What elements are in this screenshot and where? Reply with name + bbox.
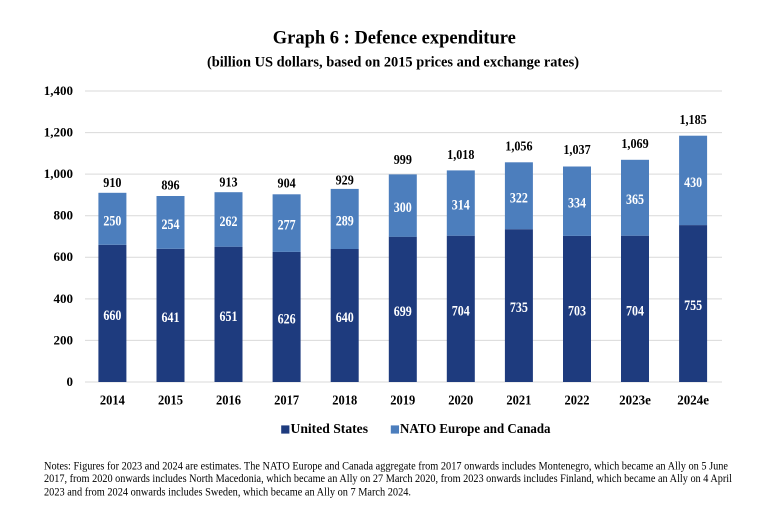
svg-text:2014: 2014 [100,394,125,409]
svg-text:2024e: 2024e [677,394,709,409]
svg-text:626: 626 [278,311,296,327]
svg-text:0: 0 [67,374,74,389]
svg-text:904: 904 [278,176,296,191]
svg-text:300: 300 [394,200,412,216]
svg-text:800: 800 [54,208,74,223]
svg-text:United States: United States [291,422,369,437]
svg-text:755: 755 [684,298,702,314]
svg-text:999: 999 [394,153,412,168]
svg-text:365: 365 [626,192,644,208]
svg-text:910: 910 [103,176,121,191]
svg-text:Notes: Figures for 2023 and 20: Notes: Figures for 2023 and 2024 are est… [44,460,728,472]
svg-text:1,069: 1,069 [621,137,648,152]
svg-text:2021: 2021 [506,394,531,409]
svg-text:200: 200 [54,332,74,347]
svg-text:660: 660 [103,308,121,324]
svg-text:1,000: 1,000 [44,166,73,181]
svg-text:703: 703 [568,303,586,319]
svg-text:322: 322 [510,190,528,206]
svg-text:262: 262 [220,214,238,230]
svg-text:641: 641 [162,310,180,326]
svg-text:277: 277 [278,218,296,234]
svg-text:704: 704 [626,303,644,319]
svg-text:250: 250 [103,213,121,229]
svg-text:896: 896 [161,179,179,194]
svg-text:2015: 2015 [158,394,183,409]
svg-text:334: 334 [568,196,586,212]
svg-text:2023 and from 2024 onwards inc: 2023 and from 2024 onwards includes Swed… [44,487,411,499]
svg-text:289: 289 [336,213,354,229]
svg-text:735: 735 [510,300,528,316]
svg-text:NATO Europe and Canada: NATO Europe and Canada [400,422,551,437]
svg-text:2018: 2018 [332,394,357,409]
svg-text:2019: 2019 [390,394,415,409]
svg-text:314: 314 [452,198,470,214]
svg-text:2020: 2020 [448,394,473,409]
svg-text:2022: 2022 [565,394,590,409]
svg-text:400: 400 [54,291,74,306]
svg-text:699: 699 [394,304,412,320]
svg-text:430: 430 [684,175,702,191]
svg-text:704: 704 [452,303,470,319]
svg-text:2023e: 2023e [619,394,651,409]
svg-text:651: 651 [220,309,238,325]
svg-text:1,018: 1,018 [447,148,474,163]
svg-text:913: 913 [219,176,237,191]
svg-text:600: 600 [54,249,74,264]
svg-text:1,400: 1,400 [44,83,73,98]
svg-text:2017, from 2020 onwards includ: 2017, from 2020 onwards includes North M… [44,473,732,485]
svg-text:1,037: 1,037 [563,143,590,158]
svg-text:(billion US dollars, based on: (billion US dollars, based on 2015 price… [207,55,579,71]
svg-text:929: 929 [336,174,354,189]
svg-text:2016: 2016 [216,394,241,409]
svg-text:Graph 6 : Defence expenditure: Graph 6 : Defence expenditure [273,27,516,48]
svg-text:1,200: 1,200 [44,125,73,140]
svg-text:1,056: 1,056 [505,140,532,155]
svg-text:640: 640 [336,310,354,326]
svg-text:1,185: 1,185 [679,113,706,128]
svg-text:2017: 2017 [274,394,299,409]
svg-text:254: 254 [162,217,180,233]
